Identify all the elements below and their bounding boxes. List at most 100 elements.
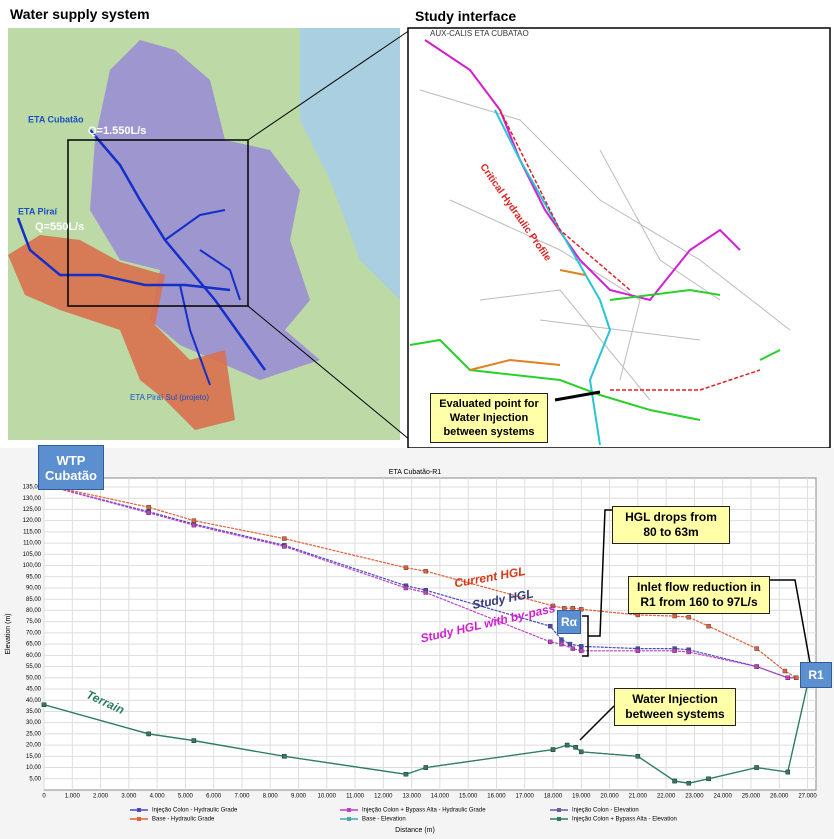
point [686,781,691,786]
y-tick-label: 115,00 [23,529,42,535]
point [570,646,576,651]
y-tick-label: 65,00 [26,642,42,648]
point [403,772,409,777]
x-tick-label: 8.000 [263,794,279,800]
maps: ETA Cubatão Q=1.550L/s ETA Piraí Q=550L/… [8,27,831,448]
point [282,544,287,549]
map-label: ETA Piraí Sul (projeto) [130,393,209,402]
map-label: Q=550L/s [35,221,84,233]
x-tick-label: 12.000 [374,794,393,800]
point [686,649,691,655]
x-tick-label: 17.000 [516,794,535,800]
bracket [582,509,612,657]
y-tick-label: 45,00 [26,687,42,693]
annotation-box: Inlet flow reduction in R1 from 160 to 9… [628,576,770,614]
annotation-box: R1 [800,662,832,688]
x-tick-label: 3.000 [121,794,137,800]
point [559,641,564,647]
zoom-line [247,305,411,441]
point [706,776,711,781]
map-label: ETA Piraí [18,206,58,216]
point [191,522,197,528]
legend-label: Injeção Colon + Bypass Alta - Elevation [572,817,677,823]
y-tick-label: 40,00 [26,698,42,704]
x-axis-title: Distance (m) [395,827,435,834]
pipe-magenta [424,39,741,302]
y-tick-label: 55,00 [26,664,42,670]
point [573,745,578,750]
point [706,623,711,629]
x-tick-label: 25.000 [742,794,761,800]
point [423,568,428,574]
pirai-pipe [16,217,231,292]
x-tick-label: 15.000 [459,794,478,800]
y-tick-label: 5,00 [29,776,41,782]
point [146,731,151,737]
x-tick-label: 9.000 [291,794,307,800]
y-tick-label: 120,00 [23,518,42,524]
right-map-bg [407,27,831,448]
map-label: AUX-CALIS ETA CUBATAO [430,29,529,38]
point [403,565,409,570]
map-label: Q=1.550L/s [88,125,146,137]
legend-marker [347,817,351,821]
point [146,510,151,515]
x-tick-label: 21.000 [629,794,648,800]
zone-pirai [8,235,235,430]
annotation-box: HGL drops from 80 to 63m [612,506,730,544]
point [635,754,641,759]
point [579,644,584,649]
water [300,28,400,300]
point [785,675,790,680]
point [567,641,573,647]
branch-pipes [164,209,241,386]
y-tick-label: 135,00 [23,485,42,491]
point [564,742,570,748]
legend-label: Injeção Colon + Bypass Alta - Hydraulic … [362,808,486,814]
bracket [579,705,615,741]
y-tick-label: 130,00 [23,496,42,502]
y-tick-label: 70,00 [26,630,42,636]
pipe-green [409,288,781,421]
legend-label: Injeção Colon - Elevation [572,808,639,814]
x-tick-label: 0 [42,794,46,800]
point [547,639,553,645]
map-label: ETA Cubatão [28,114,84,124]
x-tick-label: 27.000 [798,794,817,800]
x-tick-label: 1.000 [65,794,81,800]
point [579,749,584,755]
legend-marker [557,808,561,812]
y-tick-label: 75,00 [26,619,42,625]
x-tick-label: 14.000 [431,794,450,800]
legend-label: Base - Elevation [362,817,406,823]
y-tick-label: 100,00 [23,563,42,569]
point [547,623,553,629]
x-tick-label: 7.000 [234,794,250,800]
y-tick-label: 50,00 [26,675,42,681]
y-tick-label: 35,00 [26,709,42,715]
point [282,754,287,759]
map-title: Study interface [415,8,517,24]
point [579,607,584,612]
series-line [43,484,797,679]
point [191,738,197,743]
point [794,675,799,680]
y-axis-title: Elevation (m) [5,613,12,654]
streets [419,89,791,401]
x-tick-label: 19.000 [572,794,591,800]
point [672,778,677,784]
annotation-box: WTP Cubatão [38,445,104,490]
point [191,518,197,523]
pipe-orange [469,269,586,371]
y-tick-label: 20,00 [26,743,42,749]
point [41,702,47,707]
x-tick-label: 24.000 [714,794,733,800]
x-tick-label: 13.000 [402,794,421,800]
point [550,747,556,752]
y-tick-label: 85,00 [26,597,42,603]
x-tick-label: 5.000 [178,794,194,800]
bracket [768,579,811,664]
point [550,603,556,609]
y-tick-label: 15,00 [26,754,42,760]
